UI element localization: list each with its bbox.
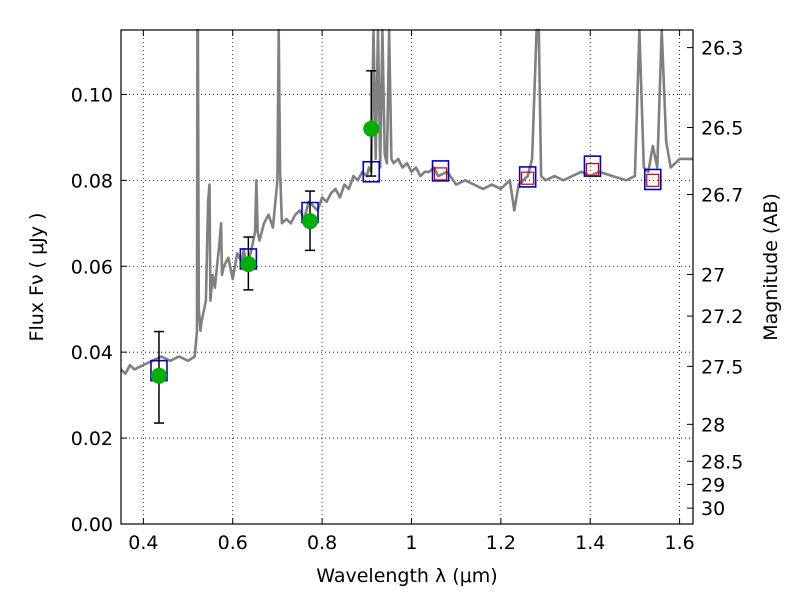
y-tick-label: 0.04: [71, 342, 113, 364]
template-spectrum-line: [120, 28, 693, 376]
observed-point: [363, 120, 380, 137]
x-tick-label: 1.2: [486, 532, 516, 554]
y-tick-label: 0.02: [71, 428, 113, 450]
y2-tick-label: 29: [701, 474, 725, 496]
y2-tick-label: 27: [701, 264, 725, 286]
y2-tick-label: 26.3: [701, 38, 743, 60]
x-tick-label: 0.4: [128, 532, 158, 554]
predicted-point: [433, 167, 448, 181]
y-tick-label: 0.08: [71, 170, 113, 192]
y2-tick-label: 30: [701, 498, 725, 520]
y2-tick-label: 28.5: [701, 451, 743, 473]
observed-point: [302, 213, 319, 230]
model-points-layer: [150, 155, 662, 382]
observed-point: [150, 367, 167, 384]
predicted-point: [646, 173, 660, 187]
template-spectrum-layer: [120, 28, 693, 376]
y2-tick-label: 27.2: [701, 306, 743, 328]
x-axis-title: Wavelength λ (μm): [316, 565, 497, 587]
y-tick-label: 0.10: [71, 84, 113, 106]
plot-frame: [120, 29, 694, 525]
error-bars-layer: [153, 70, 377, 424]
model-point: [431, 160, 450, 182]
model-point: [518, 166, 537, 188]
y-axis-ticks: 0.00 0.02 0.04 0.06 0.08 0.10: [71, 84, 127, 536]
y-axis-title: Flux Fν ( μJy ): [26, 213, 48, 342]
observed-point: [240, 256, 257, 273]
y-tick-label: 0.06: [71, 256, 113, 278]
predicted-points-layer: [433, 163, 660, 187]
y2-tick-label: 28: [701, 414, 725, 436]
y2-tick-label: 26.5: [701, 118, 743, 140]
predicted-point: [521, 171, 535, 185]
y-tick-label: 0.00: [71, 514, 113, 536]
observed-points-layer: [150, 120, 380, 384]
x-tick-label: 1: [405, 532, 417, 554]
model-point: [643, 168, 662, 191]
x-tick-label: 1.6: [664, 532, 694, 554]
x-tick-label: 0.8: [307, 532, 337, 554]
x-axis-ticks: 0.4 0.6 0.8 1 1.2 1.4 1.6: [128, 30, 695, 554]
y2-tick-label: 26.7: [701, 185, 743, 207]
x-tick-label: 1.4: [575, 532, 605, 554]
predicted-point: [585, 163, 600, 177]
y2-tick-label: 27.5: [701, 356, 743, 378]
x-tick-label: 0.6: [218, 532, 248, 554]
y2-axis-title: Magnitude (AB): [760, 193, 782, 341]
